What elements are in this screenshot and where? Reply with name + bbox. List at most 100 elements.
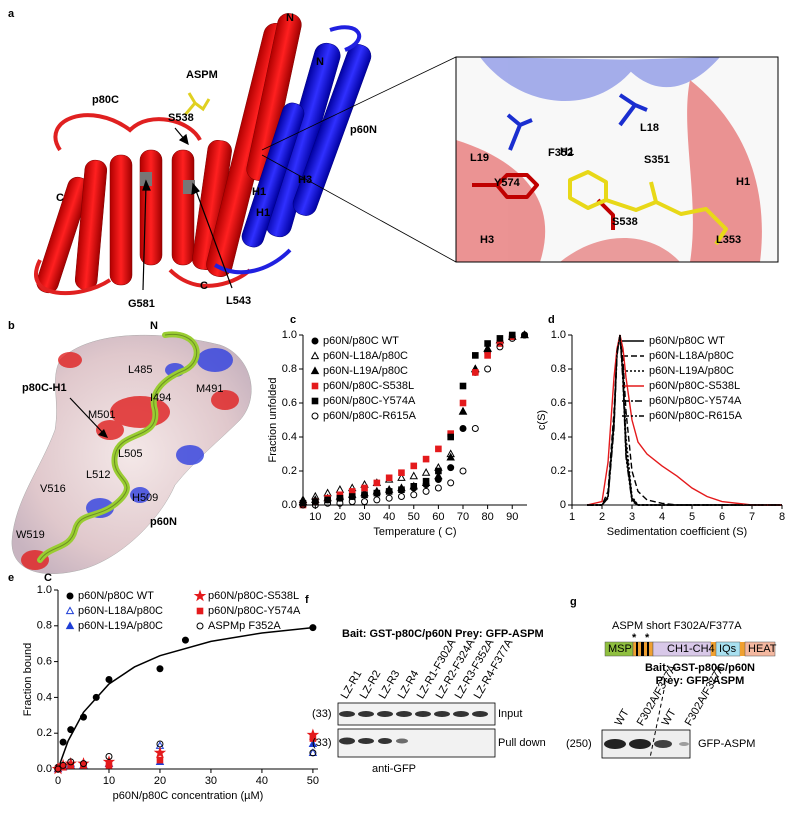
panel-letter: c	[290, 314, 296, 326]
point	[458, 406, 468, 415]
point	[397, 493, 405, 500]
label: L512	[86, 469, 110, 481]
label: I494	[150, 392, 171, 404]
blot-f	[337, 702, 496, 758]
label: p80C	[92, 94, 119, 106]
point	[59, 761, 67, 769]
point	[472, 369, 479, 376]
label: C	[56, 192, 64, 204]
x-tick-label: 1	[569, 511, 575, 523]
y-tick-label: 1.0	[37, 584, 52, 596]
y-tick-label: 0.8	[282, 363, 297, 375]
point	[156, 665, 164, 673]
legend-label: p60N/p80C-Y574A	[323, 395, 416, 407]
label: N	[150, 320, 158, 332]
point	[446, 452, 455, 461]
series-line	[587, 334, 782, 506]
y-axis-label: c(S)	[536, 410, 548, 430]
point	[410, 462, 418, 470]
x-tick-label: 60	[432, 511, 444, 523]
point	[484, 365, 492, 373]
x-tick-label: 80	[481, 511, 493, 523]
point	[484, 352, 491, 359]
lane-label: WT	[660, 707, 679, 728]
y-tick-label: 0.4	[282, 431, 297, 443]
y-tick-label: 0.8	[37, 620, 52, 632]
point	[105, 752, 113, 760]
x-tick-label: 40	[256, 775, 268, 787]
label: S351	[644, 154, 670, 166]
legend-swatch	[196, 607, 204, 615]
point	[361, 491, 368, 499]
legend-swatch	[311, 337, 319, 345]
panel-letter: f	[305, 594, 309, 606]
x-tick-label: 10	[103, 775, 115, 787]
legend-label: p60N/p80C-R615A	[649, 410, 743, 422]
point	[435, 445, 442, 453]
legend-swatch	[65, 606, 75, 615]
point	[59, 738, 67, 746]
point	[54, 765, 62, 773]
point	[156, 756, 164, 764]
label: H509	[132, 492, 158, 504]
point	[385, 488, 393, 495]
point	[309, 624, 317, 632]
panel-letter: a	[8, 8, 15, 20]
legend-swatch	[311, 382, 319, 390]
y-tick-label: 0.4	[37, 691, 52, 703]
antibody-label: anti-GFP	[372, 763, 416, 775]
structure-a	[34, 13, 457, 296]
y-axis-label: Fraction bound	[22, 643, 34, 716]
label: H1	[256, 207, 270, 219]
point	[484, 340, 491, 347]
label: N	[316, 56, 324, 68]
series-line	[587, 334, 782, 506]
y-tick-label: 0.6	[37, 656, 52, 668]
y-tick-label: 0.6	[551, 397, 566, 409]
row-label: Input	[498, 708, 522, 720]
label: p60N	[150, 516, 177, 528]
inset-a	[455, 56, 779, 263]
point	[447, 479, 455, 487]
legend-label: p60N/p80C WT	[649, 335, 725, 347]
label: G581	[128, 298, 155, 310]
point	[92, 693, 100, 701]
construct-title: ASPM short F302A/F377A	[612, 620, 742, 632]
point	[311, 501, 319, 509]
legend-label: p60N/p80C-Y574A	[649, 395, 742, 407]
point	[421, 468, 431, 476]
label: L18	[640, 122, 659, 134]
legend-swatch	[310, 366, 320, 375]
label: F352	[548, 147, 573, 159]
point	[422, 477, 430, 485]
x-axis-label: Sedimentation coefficient (S)	[607, 526, 747, 538]
point	[336, 499, 344, 507]
point	[385, 474, 393, 482]
point	[373, 496, 381, 504]
point	[181, 636, 189, 644]
x-tick-label: 20	[154, 775, 166, 787]
legend-label: p60N-L19A/p80C	[323, 365, 408, 377]
point	[361, 484, 368, 492]
row-label: GFP-ASPM	[698, 738, 755, 750]
x-tick-label: 7	[749, 511, 755, 523]
point	[398, 469, 405, 476]
label: L19	[470, 152, 489, 164]
label: H1	[252, 186, 266, 198]
point	[521, 331, 529, 339]
label: M491	[196, 383, 224, 395]
x-tick-label: 0	[55, 775, 61, 787]
x-tick-label: 2	[599, 511, 605, 523]
label: L543	[226, 295, 251, 307]
y-tick-label: 0.4	[551, 431, 566, 443]
asterisk: *	[632, 632, 637, 644]
y-tick-label: 0	[560, 499, 566, 511]
label: C	[44, 572, 52, 584]
x-tick-label: 30	[205, 775, 217, 787]
point	[398, 486, 405, 493]
label: M501	[88, 409, 116, 421]
panel-letter: e	[8, 572, 14, 584]
blot-title: Bait: GST-p80C/p60N Prey: GFP-ASPM	[342, 628, 544, 640]
domain-label: CH1-CH4	[667, 643, 715, 655]
x-tick-label: 40	[383, 511, 395, 523]
